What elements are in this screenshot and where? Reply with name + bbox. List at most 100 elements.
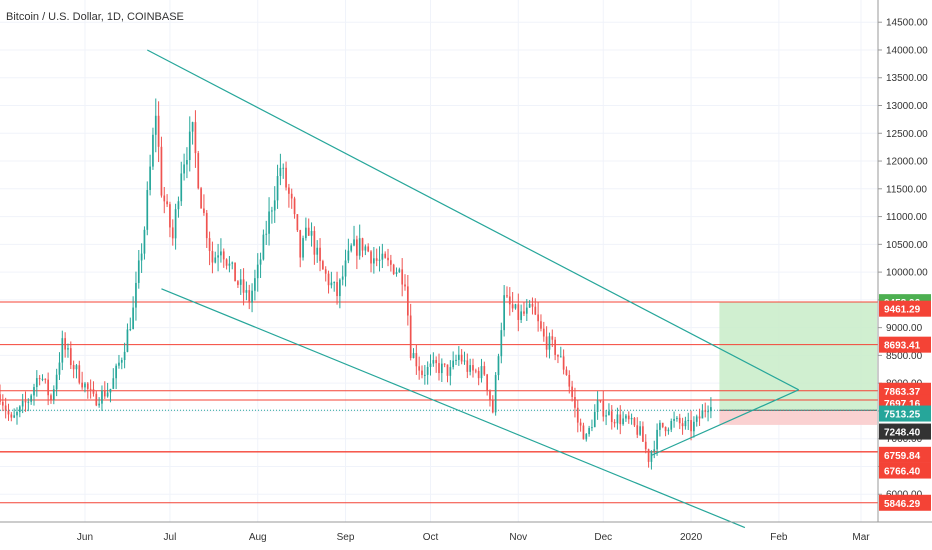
candle-body: [446, 364, 449, 376]
candle-body: [327, 273, 330, 286]
candle-body: [183, 164, 185, 174]
x-tick-label: Mar: [852, 532, 870, 543]
y-tick-label: 12000.00: [886, 157, 928, 168]
candle-body: [319, 247, 321, 262]
candle-body: [72, 365, 75, 370]
candle-body: [248, 290, 251, 303]
candle-body: [455, 359, 457, 361]
candle-body: [591, 427, 593, 429]
candle-body: [636, 425, 639, 435]
candle-body: [310, 230, 313, 236]
candle-body: [551, 336, 554, 340]
candle-body: [7, 410, 10, 415]
price-labels: 9458.969461.298693.417863.377697.167513.…: [879, 294, 931, 511]
candle-body: [163, 195, 166, 202]
candle-body: [670, 420, 673, 430]
candle-body: [557, 354, 559, 357]
candle-body: [438, 363, 440, 374]
y-tick-label: 8500.00: [886, 351, 923, 362]
candle-body: [710, 407, 712, 412]
candle-body: [353, 239, 355, 246]
candle-body: [548, 336, 551, 350]
candle-body: [140, 253, 143, 261]
candle-body: [610, 411, 613, 423]
candle-body: [208, 238, 211, 251]
candle-body: [542, 328, 545, 337]
candle-body: [169, 204, 171, 228]
candle-body: [52, 389, 55, 400]
candle-body: [205, 212, 208, 239]
candle-body: [157, 115, 160, 147]
candle-body: [288, 187, 290, 194]
level-label: 6766.40: [884, 467, 921, 478]
stop-price-label-bg: [879, 423, 931, 440]
candle-body: [92, 389, 95, 394]
candle-body: [562, 356, 565, 370]
level-label-bg: [879, 446, 931, 463]
candle-body: [387, 257, 389, 261]
candle-body: [593, 411, 596, 428]
candle-body: [245, 290, 248, 293]
candle-body: [622, 418, 624, 425]
candle-body: [452, 360, 455, 368]
candle-body: [282, 167, 285, 169]
candle-body: [565, 369, 568, 375]
stop-price-label: 7248.40: [884, 428, 921, 439]
candle-body: [392, 264, 395, 274]
candle-body: [103, 390, 106, 397]
candle-body: [265, 233, 268, 235]
candle-body: [534, 306, 537, 315]
candle-body: [98, 403, 100, 406]
candle-body: [188, 131, 191, 161]
candle-body: [704, 410, 707, 412]
candle-body: [38, 378, 41, 380]
candle-body: [316, 247, 319, 255]
candle-body: [687, 420, 690, 422]
candle-body: [356, 239, 358, 256]
candle-body: [415, 353, 418, 367]
y-tick-label: 11000.00: [886, 212, 927, 223]
candle-body: [276, 176, 279, 201]
candle-body: [523, 311, 525, 314]
candle-body: [24, 401, 27, 403]
entry-price-label: 7513.25: [884, 410, 921, 421]
candle-body: [525, 307, 528, 314]
candle-body: [579, 422, 582, 426]
candle-body: [540, 321, 542, 329]
candle-body: [480, 366, 483, 379]
candle-body: [16, 411, 18, 416]
candle-body: [457, 354, 460, 360]
candle-body: [132, 307, 134, 329]
candle-body: [443, 363, 446, 365]
x-tick-label: 2020: [680, 532, 703, 543]
candle-body: [630, 417, 633, 420]
candle-body: [135, 282, 137, 308]
level-label: 7863.37: [884, 387, 921, 398]
trendline-triangle-lower: [651, 389, 799, 456]
y-tick-label: 7000.00: [886, 434, 923, 445]
candle-body: [463, 360, 466, 362]
candle-body: [390, 260, 392, 265]
candle-body: [412, 353, 415, 359]
candle-body: [395, 272, 398, 274]
candle-body: [404, 284, 406, 287]
candle-body: [344, 260, 347, 277]
candle-body: [126, 329, 129, 352]
candle-body: [322, 261, 324, 270]
candle-body: [472, 365, 474, 371]
candle-body: [95, 393, 98, 406]
candle-body: [500, 330, 503, 357]
y-tick-label: 10000.00: [886, 268, 928, 279]
candle-body: [234, 262, 236, 282]
level-label: 5846.29: [884, 499, 921, 510]
candle-body: [146, 190, 149, 230]
candle-body: [582, 425, 585, 440]
candle-body: [432, 360, 435, 364]
candle-body: [698, 416, 701, 419]
candle-body: [571, 386, 573, 397]
candle-body: [242, 279, 245, 293]
candle-body: [186, 160, 188, 165]
candle-body: [259, 259, 262, 265]
candle-body: [106, 392, 109, 397]
